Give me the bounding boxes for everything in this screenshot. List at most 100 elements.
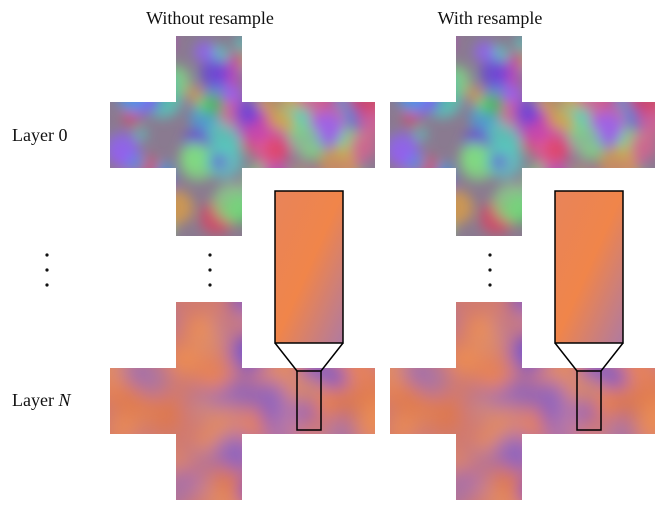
blob [295,489,315,500]
blob [639,65,666,95]
blob [620,191,659,230]
blob [630,381,656,407]
blob [254,216,275,237]
blob [154,171,174,191]
blob [138,319,153,334]
blob [227,378,258,409]
blob [347,190,362,205]
blob [390,197,405,212]
blob [606,75,637,106]
blob [415,128,427,140]
blob [334,345,359,370]
blob [137,40,149,52]
blob [545,137,569,161]
blob [606,454,634,482]
blob [559,31,590,62]
blob [347,24,380,57]
blob [113,74,130,91]
blob [472,399,496,423]
blob [148,305,175,332]
blob [567,372,603,408]
blob [159,190,194,225]
blob [434,171,454,191]
blob [321,51,357,87]
blob [514,35,529,50]
blob [557,432,593,468]
blob [388,174,420,206]
blob [398,443,434,479]
blob [384,300,397,313]
blob [277,70,297,90]
blob [567,461,583,477]
blob [393,74,410,91]
blob [531,347,544,360]
blob [118,443,154,479]
blob [355,409,390,444]
blob [148,397,182,431]
ellipsis-dot [45,253,48,256]
blob [262,477,299,500]
blob [210,155,223,168]
blob [299,31,319,51]
blob [482,94,505,117]
blob [636,40,650,54]
blob [627,24,660,57]
blob [360,443,388,471]
blob [333,72,355,94]
blob [525,429,561,465]
blob [470,462,484,476]
column-title: With resample [438,8,543,28]
blob [539,22,574,57]
blob [187,315,212,340]
blob [490,155,503,168]
blob [548,50,574,76]
zoom-inset [275,191,343,343]
blob [402,467,416,481]
blob [577,83,606,112]
blob [430,458,447,475]
blob [407,194,427,214]
blob [108,174,140,206]
blob [570,124,599,153]
blob [150,458,167,475]
ellipsis-dot [208,283,211,286]
blob [353,319,369,335]
blob [586,475,615,500]
blob [375,182,413,220]
blob [542,477,579,500]
blob [612,49,633,70]
ellipsis-dot [45,283,48,286]
blob [326,75,357,106]
row-index: N [57,390,71,410]
blob [248,184,278,214]
blob [324,431,350,457]
blob [359,65,389,95]
blob [536,438,548,450]
blob [122,467,136,481]
blob [599,147,638,186]
blob [544,484,559,499]
blob [124,50,138,64]
blob [578,56,613,91]
blob [580,450,595,465]
blob [324,438,355,469]
blob [190,462,204,476]
blob [529,480,544,495]
ellipsis-dot [488,253,491,256]
blob [232,334,271,373]
blob [145,42,165,62]
blob [238,347,260,369]
blob [217,433,254,470]
blob [578,51,599,72]
blob [298,51,319,72]
blob [281,444,320,483]
blob [634,42,651,59]
texture-blobs [93,287,390,500]
blob [425,42,445,62]
blob [353,168,370,185]
blob [620,36,642,58]
blob [514,100,540,126]
blob [150,29,175,54]
blob [633,319,649,335]
blob [350,181,381,212]
